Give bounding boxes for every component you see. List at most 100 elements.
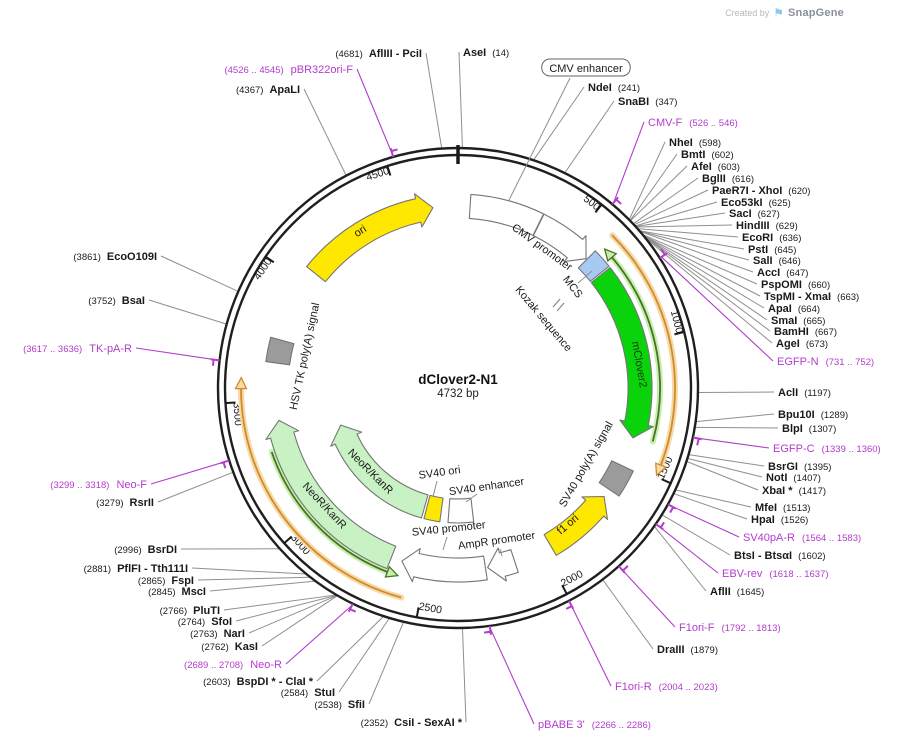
primer-label-neo-r[interactable]: (2689 .. 2708) Neo-R (184, 659, 282, 671)
feature-hsv-tk-poly-a-signal[interactable] (265, 336, 295, 366)
site-label-fspi[interactable]: (2865) FspI (138, 575, 194, 587)
site-label-nhei[interactable]: NheI (598) (669, 137, 721, 149)
feature-label-sv40-promoter[interactable]: SV40 promoter (411, 519, 486, 539)
feature-sv40-enhancer[interactable] (447, 497, 475, 524)
site-label-saci[interactable]: SacI (627) (729, 208, 780, 220)
primer-leader-egfp-n (661, 256, 774, 362)
primer-label-sv40pa-r[interactable]: SV40pA-R (1564 .. 1583) (743, 532, 861, 544)
site-label-bmti[interactable]: BmtI (602) (681, 149, 734, 161)
site-label-csii-sexai[interactable]: (2352) CsiI - SexAI * (361, 717, 463, 729)
site-label-noti[interactable]: NotI (1407) (766, 472, 821, 484)
primer-label-f1ori-r[interactable]: F1ori-R (2004 .. 2023) (615, 681, 718, 693)
site-label-sfii[interactable]: (2538) SfiI (314, 699, 365, 711)
site-label-blpi[interactable]: BlpI (1307) (782, 423, 836, 435)
feature-f1-ori[interactable] (543, 495, 609, 556)
site-label-stui[interactable]: (2584) StuI (281, 687, 335, 699)
site-label-ndei[interactable]: NdeI (241) (588, 82, 640, 94)
feature-label-sv40-enhancer[interactable]: SV40 enhancer (448, 476, 525, 498)
site-label-acli[interactable]: AclI (1197) (778, 387, 831, 399)
site-label-draiii[interactable]: DraIII (1879) (657, 644, 718, 656)
site-label-psti[interactable]: PstI (645) (748, 244, 796, 256)
site-label-ecori[interactable]: EcoRI (636) (742, 232, 801, 244)
site-label-bpu10i[interactable]: Bpu10I (1289) (778, 409, 848, 421)
feature-ampr-promoter[interactable] (487, 547, 519, 582)
site-label-bspdi-clai[interactable]: (2603) BspDI * - ClaI * (203, 676, 314, 688)
feature-leader-sv40-ori (432, 480, 438, 498)
site-label-apai[interactable]: ApaI (664) (768, 303, 820, 315)
leader-line-paer7i-xhoi (633, 189, 709, 226)
primer-leader-egfp-c (694, 437, 770, 449)
site-label-apali[interactable]: (4367) ApaLI (236, 84, 300, 96)
feature-neor-kanr[interactable] (330, 424, 429, 519)
feature-label-ampr-promoter[interactable]: AmpR promoter (457, 530, 536, 553)
primer-mark-egfp-c[interactable] (696, 438, 700, 446)
feature-label-cmv-enhancer[interactable]: CMV enhancer (549, 63, 623, 75)
site-label-bsrdi[interactable]: (2996) BsrDI (114, 544, 177, 556)
site-label-bamhi[interactable]: BamHI (667) (774, 326, 837, 338)
site-label-aflii[interactable]: AflII (1645) (710, 586, 764, 598)
orf-arrowhead-0 (654, 462, 668, 477)
site-label-ecoo109i[interactable]: (3861) EcoO109I (73, 251, 157, 263)
site-label-eco53ki[interactable]: Eco53kI (625) (721, 197, 791, 209)
feature-mcs[interactable] (577, 250, 610, 282)
primer-label-egfp-n[interactable]: EGFP-N (731 .. 752) (777, 356, 874, 368)
site-label-sali[interactable]: SalI (646) (753, 255, 801, 267)
site-label-afei[interactable]: AfeI (603) (691, 161, 740, 173)
feature-mclover2[interactable] (590, 267, 654, 439)
feature-label-mcs[interactable]: MCS (560, 274, 585, 301)
site-label-hpai[interactable]: HpaI (1526) (751, 514, 808, 526)
site-label-hindiii[interactable]: HindIII (629) (736, 220, 798, 232)
feature-label-hsv-tk-poly-a-signal[interactable]: HSV TK poly(A) signal (288, 302, 322, 411)
primer-label-f1ori-f[interactable]: F1ori-F (1792 .. 1813) (679, 622, 781, 634)
site-label-nari[interactable]: (2763) NarI (190, 628, 245, 640)
site-label-acci[interactable]: AccI (647) (757, 267, 808, 279)
primer-mark-f1ori-f[interactable] (622, 565, 629, 572)
feature-ori[interactable] (306, 193, 434, 283)
site-label-agei[interactable]: AgeI (673) (776, 338, 828, 350)
site-label-pluti[interactable]: (2766) PluTI (160, 605, 220, 617)
site-label-asei[interactable]: AseI (14) (463, 47, 509, 59)
feature-label-kozak-sequence[interactable]: Kozak sequence (513, 284, 574, 354)
site-label-rsrii[interactable]: (3279) RsrII (96, 497, 154, 509)
feature-label-sv40-ori[interactable]: SV40 ori (418, 464, 461, 482)
site-label-sfoi[interactable]: (2764) SfoI (178, 616, 232, 628)
primer-label-ebv-rev[interactable]: EBV-rev (1618 .. 1637) (722, 568, 829, 580)
site-label-snabi[interactable]: SnaBI (347) (618, 96, 677, 108)
feature-neor-kanr[interactable] (265, 419, 397, 570)
site-label-bsrgi[interactable]: BsrGI (1395) (768, 461, 831, 473)
feature-cmv-promoter[interactable] (532, 213, 587, 263)
feature-label-ori[interactable]: ori (352, 223, 369, 240)
site-label-pspomi[interactable]: PspOMI (660) (761, 279, 830, 291)
primer-label-cmv-f[interactable]: CMV-F (526 .. 546) (648, 117, 738, 129)
feature-sv40-promoter[interactable] (401, 548, 488, 583)
primer-label-neo-f[interactable]: (3299 .. 3318) Neo-F (50, 479, 147, 491)
primer-label-pbabe-3[interactable]: pBABE 3' (2266 .. 2286) (538, 719, 651, 731)
site-label-bglii[interactable]: BglII (616) (702, 173, 754, 185)
site-label-pflfi-tth111i[interactable]: (2881) PflFI - Tth111I (84, 563, 188, 575)
feature-cmv-enhancer[interactable] (468, 193, 545, 236)
created-by-label: Created by (725, 8, 770, 18)
site-label-paer7i-xhoi[interactable]: PaeR7I - XhoI (620) (712, 185, 810, 197)
primer-mark-foot-tk-pa-r (210, 358, 220, 362)
site-label-msci[interactable]: (2845) MscI (148, 586, 206, 598)
site-label-mfei[interactable]: MfeI (1513) (755, 502, 810, 514)
leader-line-bglii (632, 177, 699, 225)
leader-line-bamhi (643, 235, 771, 332)
site-label-afliii-pcii[interactable]: (4681) AflIII - PciI (335, 48, 422, 60)
site-label-bsai[interactable]: (3752) BsaI (88, 295, 145, 307)
feature-leader-sv40-enhancer (465, 493, 478, 503)
primer-label-pbr322ori-f[interactable]: (4526 .. 4545) pBR322ori-F (224, 64, 353, 76)
site-label-smai[interactable]: SmaI (665) (771, 315, 825, 327)
leader-line-blpi (694, 426, 779, 429)
primer-label-egfp-c[interactable]: EGFP-C (1339 .. 1360) (773, 443, 881, 455)
feature-label-sv40-poly-a-signal[interactable]: SV40 poly(A) signal (557, 420, 616, 510)
site-label-xbai[interactable]: XbaI * (1417) (762, 485, 826, 497)
feature-sv40-poly-a-signal[interactable] (598, 460, 634, 497)
snapgene-brand: SnapGene (787, 7, 844, 19)
site-label-btsi-bts-i[interactable]: BtsI - BtsαI (1602) (734, 550, 826, 562)
site-label-tspmi-xmai[interactable]: TspMI - XmaI (663) (764, 291, 859, 303)
feature-sv40-ori[interactable] (423, 494, 444, 523)
primer-label-tk-pa-r[interactable]: (3617 .. 3636) TK-pA-R (23, 343, 132, 355)
leader-line-msci (209, 580, 316, 592)
site-label-kasi[interactable]: (2762) KasI (201, 641, 258, 653)
